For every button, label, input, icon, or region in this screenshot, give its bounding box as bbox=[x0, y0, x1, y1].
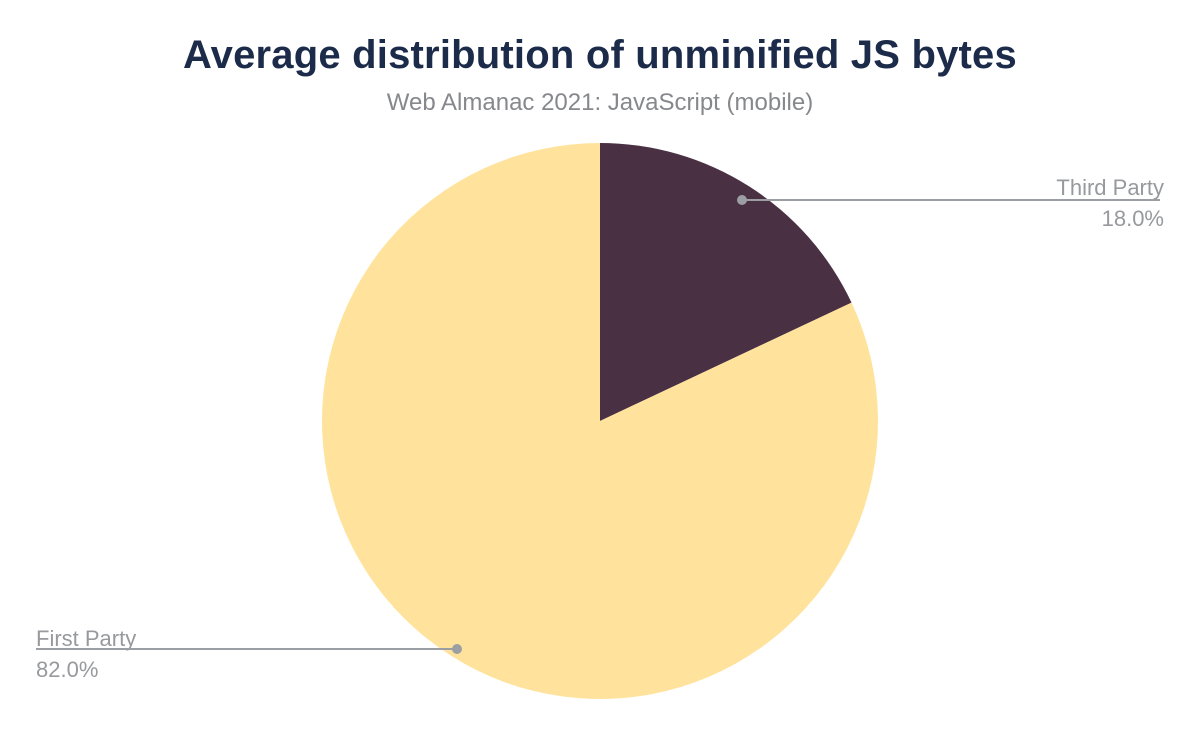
chart-subtitle: Web Almanac 2021: JavaScript (mobile) bbox=[386, 89, 814, 116]
pie-chart bbox=[322, 143, 878, 699]
pie-svg bbox=[322, 143, 878, 699]
slice-label-first-party: First Party bbox=[36, 626, 137, 651]
callout-first-party: First Party 82.0% bbox=[36, 627, 136, 682]
leader-line-third-party bbox=[742, 199, 1160, 201]
slice-value-first-party: 82.0% bbox=[36, 657, 99, 682]
pie-slice-third-party[interactable] bbox=[600, 143, 852, 421]
slice-value-third-party: 18.0% bbox=[1101, 206, 1164, 231]
pie-slice-first-party[interactable] bbox=[322, 143, 878, 699]
leader-dot-third-party bbox=[737, 195, 747, 205]
slice-label-third-party: Third Party bbox=[1056, 175, 1164, 200]
leader-line-first-party bbox=[36, 648, 457, 650]
chart-title: Average distribution of unminified JS by… bbox=[183, 33, 1017, 77]
callout-third-party: Third Party 18.0% bbox=[1056, 176, 1164, 231]
leader-dot-first-party bbox=[452, 644, 462, 654]
